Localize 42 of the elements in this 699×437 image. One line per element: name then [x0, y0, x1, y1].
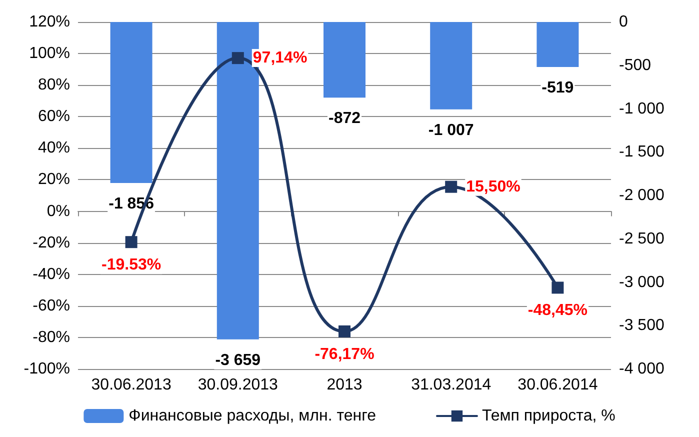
point [552, 282, 564, 294]
y-tick-label: -20% [32, 234, 70, 252]
x-tick-label: 30.06.2013 [91, 376, 172, 394]
point [445, 180, 458, 193]
y2-tick-label: 0 [619, 14, 628, 30]
x-tick-label: 30.09.2013 [198, 376, 278, 394]
data-label: -1 007 [428, 122, 474, 139]
y-tick-label: 0% [46, 202, 70, 220]
y-tick-label: 120% [29, 14, 70, 30]
point [338, 325, 350, 338]
data-label: -872 [328, 110, 361, 128]
data-label: 15,50% [466, 178, 520, 196]
x-tick-label: 30.06.2014 [518, 376, 598, 394]
point [125, 236, 138, 248]
y-tick-label: 80% [38, 76, 70, 94]
y-tick-label: 20% [38, 171, 70, 188]
y-tick-label: -80% [32, 328, 70, 346]
legend-label: Финансовые расходы, млн. тенге [128, 408, 376, 424]
y-tick-label: -100% [24, 360, 70, 378]
point [232, 52, 244, 64]
x-tick-label: 31.03.2014 [411, 376, 492, 394]
y-tick-label: 100% [29, 45, 70, 62]
data-label: -3 659 [215, 352, 261, 369]
y-tick-label: -40% [32, 266, 70, 283]
y-tick-label: -60% [32, 297, 70, 314]
data-label: -76,17% [314, 346, 374, 363]
x-tick-label: 2013 [326, 376, 362, 394]
y2-tick-label: -3 500 [619, 317, 664, 334]
data-label: 97,14% [252, 50, 308, 67]
data-label: -19.53% [102, 256, 162, 274]
data-label: -519 [542, 80, 574, 97]
y2-tick-label: -4 000 [619, 360, 664, 378]
y2-tick-label: -2 000 [619, 187, 664, 204]
y2-tick-label: -1 000 [619, 100, 664, 118]
y2-tick-label: -500 [619, 56, 652, 74]
legend-label: Темп прироста, % [482, 408, 616, 424]
data-label: -48,45% [528, 302, 588, 320]
y2-tick-label: -2 500 [619, 230, 664, 248]
y-tick-label: 40% [38, 140, 70, 157]
y2-tick-label: -3 000 [619, 274, 664, 291]
y-tick-label: 60% [38, 108, 70, 126]
y2-tick-label: -1 500 [619, 144, 664, 161]
